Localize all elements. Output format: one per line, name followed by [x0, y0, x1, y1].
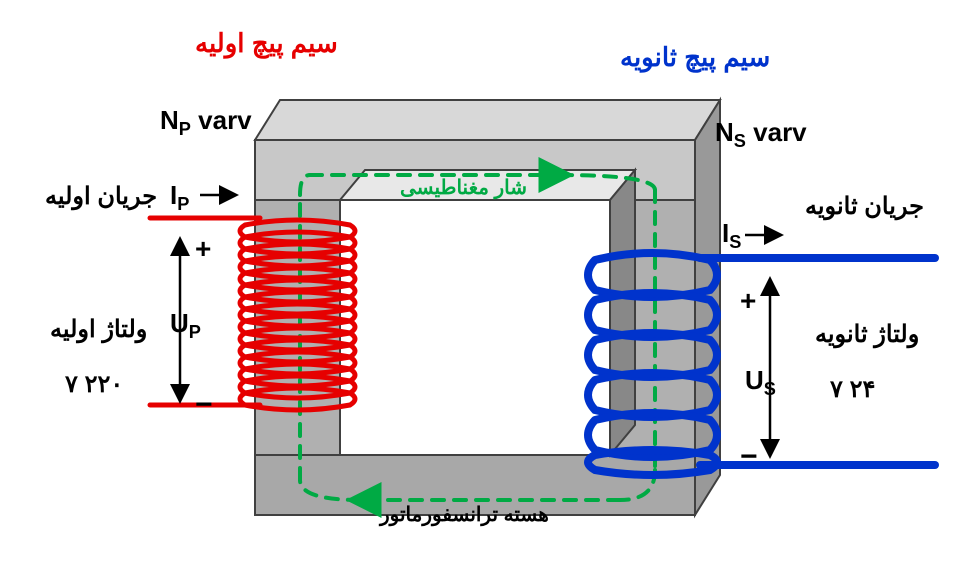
- primary-current-label: جریان اولیه: [45, 182, 157, 211]
- us-symbol: US: [745, 365, 776, 400]
- secondary-plus: +: [740, 285, 756, 317]
- secondary-voltage-label: ولتاژ ثانویه: [815, 320, 919, 349]
- primary-minus: −: [195, 388, 213, 422]
- secondary-minus: −: [740, 440, 758, 474]
- secondary-voltage-value: ۲۴ ۷: [830, 375, 875, 404]
- core-label: هسته ترانسفورماتور: [380, 502, 549, 527]
- transformer-diagram: [0, 0, 953, 575]
- flux-label: شار مغناطیسی: [400, 175, 527, 200]
- ns-label: NS varv: [715, 117, 807, 152]
- up-symbol: UP: [170, 308, 201, 343]
- primary-plus: +: [195, 233, 211, 265]
- ip-symbol: IP: [170, 180, 189, 215]
- secondary-title: سیم پیچ ثانویه: [620, 42, 770, 73]
- secondary-current-label: جریان ثانویه: [805, 192, 924, 221]
- primary-voltage-label: ولتاژ اولیه: [50, 315, 147, 344]
- is-symbol: IS: [722, 218, 741, 253]
- np-label: NP varv: [160, 105, 252, 140]
- primary-title: سیم پیچ اولیه: [195, 28, 338, 59]
- primary-voltage-value: ۲۲۰ ۷: [65, 370, 123, 399]
